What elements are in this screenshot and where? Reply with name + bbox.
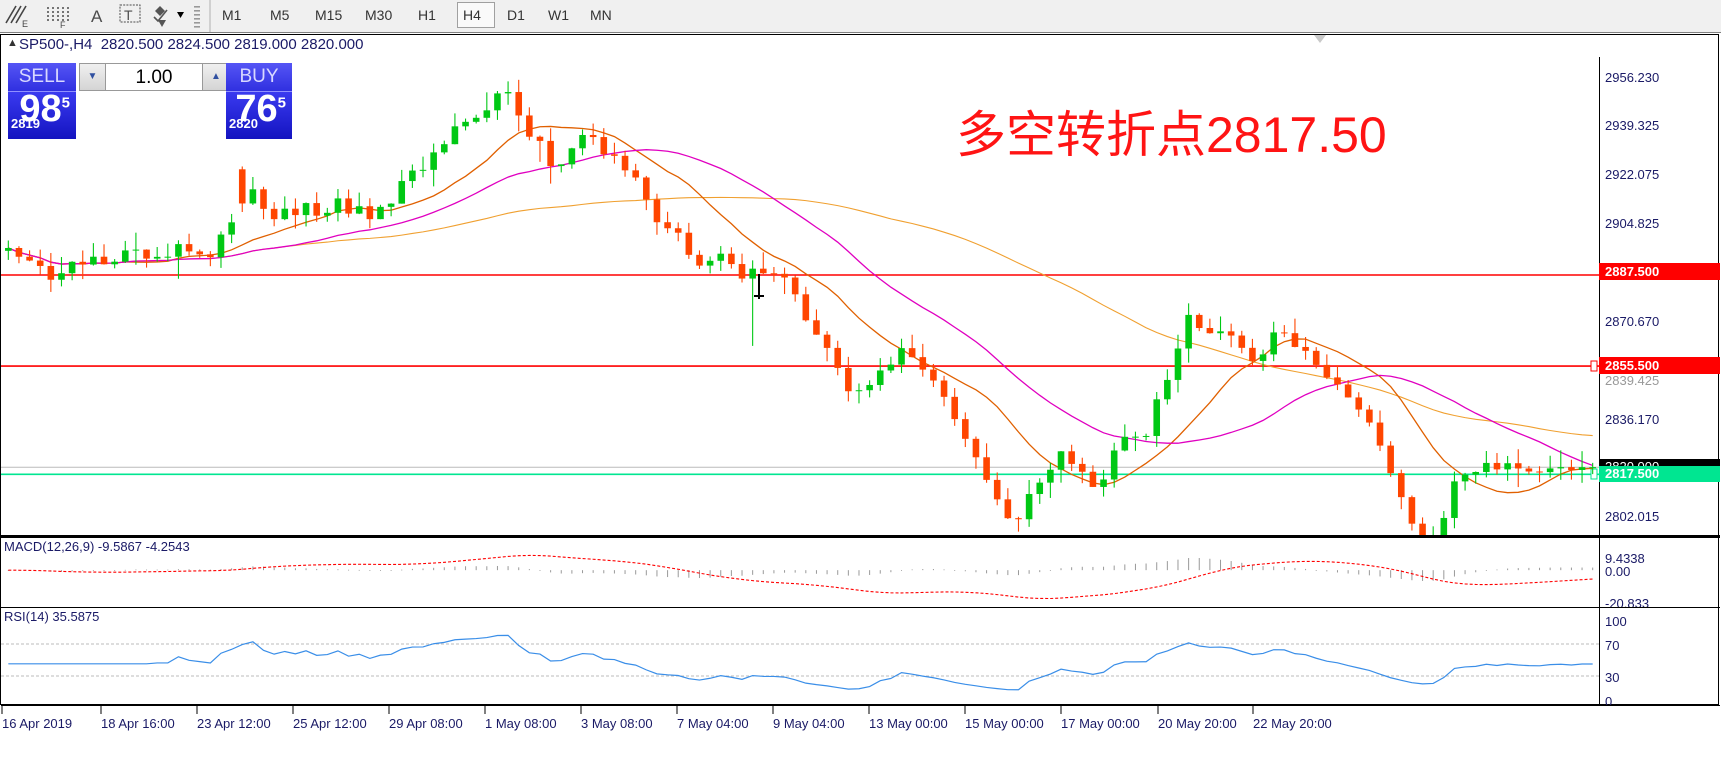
svg-text:F: F [60,20,66,30]
svg-text:T: T [124,7,133,23]
svg-text:A: A [91,7,103,26]
svg-text:E: E [22,19,28,29]
